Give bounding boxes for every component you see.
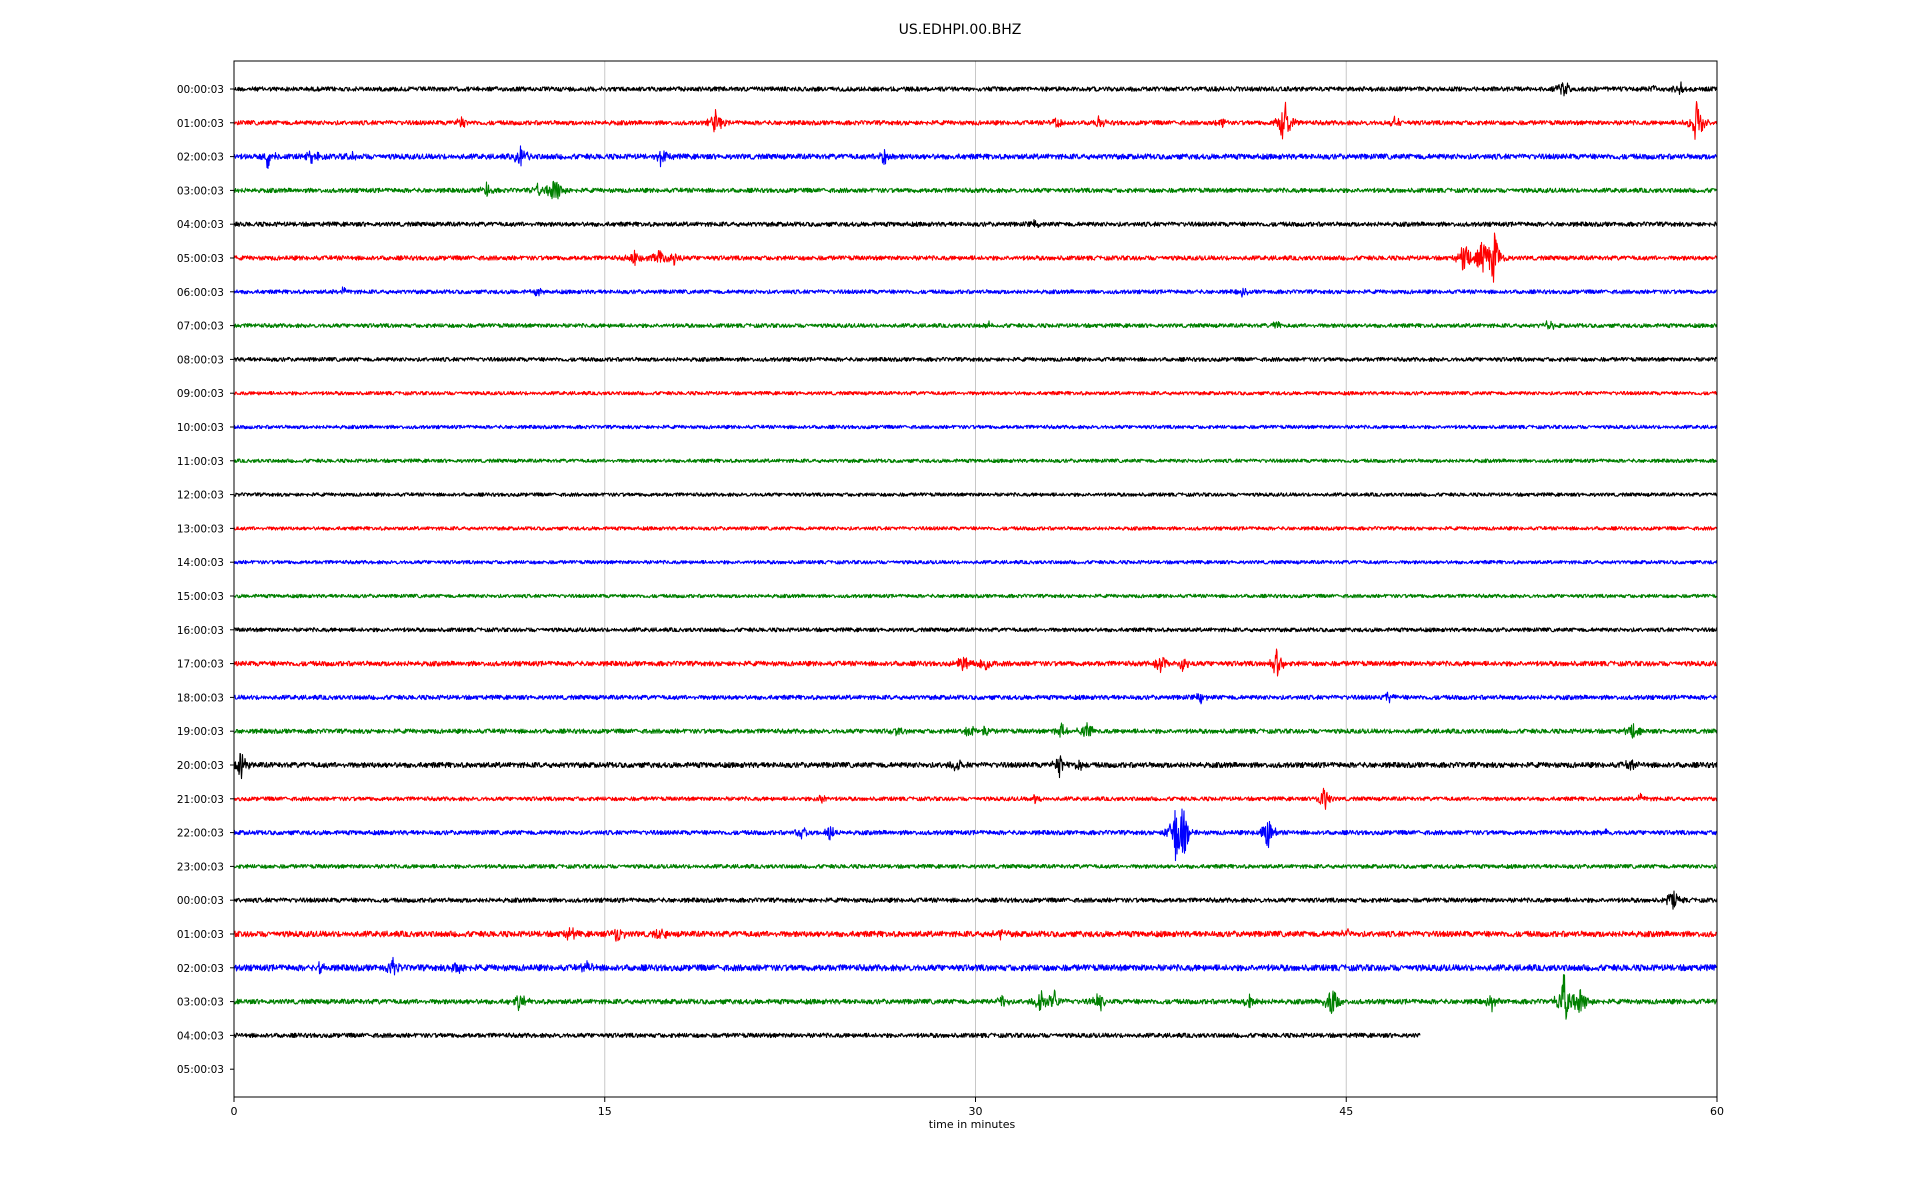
x-tick-label: 60 [1710, 1105, 1724, 1118]
row-label: 07:00:03 [177, 321, 224, 333]
row-label: 00:00:03 [177, 84, 224, 96]
grid-lines [604, 61, 1347, 1097]
row-label: 04:00:03 [177, 219, 224, 231]
traces [233, 81, 1718, 1039]
row-label: 17:00:03 [177, 659, 224, 671]
trace-21 [233, 787, 1718, 810]
x-tick-label: 0 [231, 1105, 238, 1118]
trace-2 [233, 145, 1718, 170]
trace-14 [233, 559, 1718, 565]
row-label: 23:00:03 [177, 861, 224, 873]
row-label: 18:00:03 [177, 692, 224, 704]
trace-1 [233, 101, 1718, 140]
row-label: 12:00:03 [177, 490, 224, 502]
row-label: 19:00:03 [177, 726, 224, 738]
row-label: 01:00:03 [177, 929, 224, 941]
trace-24 [233, 890, 1718, 910]
row-label: 05:00:03 [177, 253, 224, 265]
trace-28 [233, 1032, 1421, 1039]
trace-22 [233, 808, 1718, 862]
row-label: 14:00:03 [177, 557, 224, 569]
trace-5 [233, 232, 1718, 283]
x-ticks: 0 15 30 45 60 [231, 1097, 1724, 1118]
trace-17 [233, 648, 1718, 677]
trace-16 [233, 627, 1718, 633]
row-label: 21:00:03 [177, 794, 224, 806]
x-tick-label: 15 [598, 1105, 612, 1118]
row-label: 04:00:03 [177, 1030, 224, 1042]
row-label: 03:00:03 [177, 997, 224, 1009]
chart-title: US.EDHPI.00.BHZ [898, 22, 1022, 38]
trace-9 [233, 390, 1718, 396]
row-label: 15:00:03 [177, 591, 224, 603]
row-label: 20:00:03 [177, 760, 224, 772]
plot-frame [233, 60, 1718, 1098]
trace-8 [233, 356, 1718, 362]
row-label: 02:00:03 [177, 963, 224, 975]
row-label: 11:00:03 [177, 456, 224, 468]
trace-20 [233, 752, 1718, 780]
row-label: 05:00:03 [177, 1064, 224, 1076]
row-label: 16:00:03 [177, 625, 224, 637]
trace-4 [233, 219, 1718, 228]
trace-13 [233, 526, 1718, 531]
trace-10 [233, 424, 1718, 430]
trace-6 [233, 286, 1718, 298]
row-label: 01:00:03 [177, 118, 224, 130]
x-tick-label: 45 [1339, 1105, 1353, 1118]
row-label: 03:00:03 [177, 185, 224, 197]
trace-27 [233, 974, 1718, 1020]
row-label: 22:00:03 [177, 828, 224, 840]
x-axis-label: time in minutes [928, 1118, 1016, 1131]
trace-11 [233, 458, 1718, 464]
trace-19 [233, 722, 1718, 739]
trace-25 [233, 927, 1718, 942]
trace-12 [233, 492, 1718, 497]
row-label: 00:00:03 [177, 895, 224, 907]
row-label: 09:00:03 [177, 388, 224, 400]
trace-26 [233, 956, 1718, 976]
trace-3 [233, 180, 1718, 200]
row-label: 08:00:03 [177, 354, 224, 366]
trace-18 [233, 691, 1718, 705]
row-labels: 00:00:03 01:00:03 02:00:03 03:00:03 04:00:03… [177, 84, 234, 1076]
trace-0 [233, 81, 1718, 97]
row-label: 02:00:03 [177, 152, 224, 164]
x-tick-label: 30 [969, 1105, 983, 1118]
row-label: 13:00:03 [177, 523, 224, 535]
row-label: 06:00:03 [177, 287, 224, 299]
row-label: 10:00:03 [177, 422, 224, 434]
trace-15 [233, 593, 1718, 599]
trace-7 [233, 320, 1718, 330]
trace-23 [233, 863, 1718, 869]
